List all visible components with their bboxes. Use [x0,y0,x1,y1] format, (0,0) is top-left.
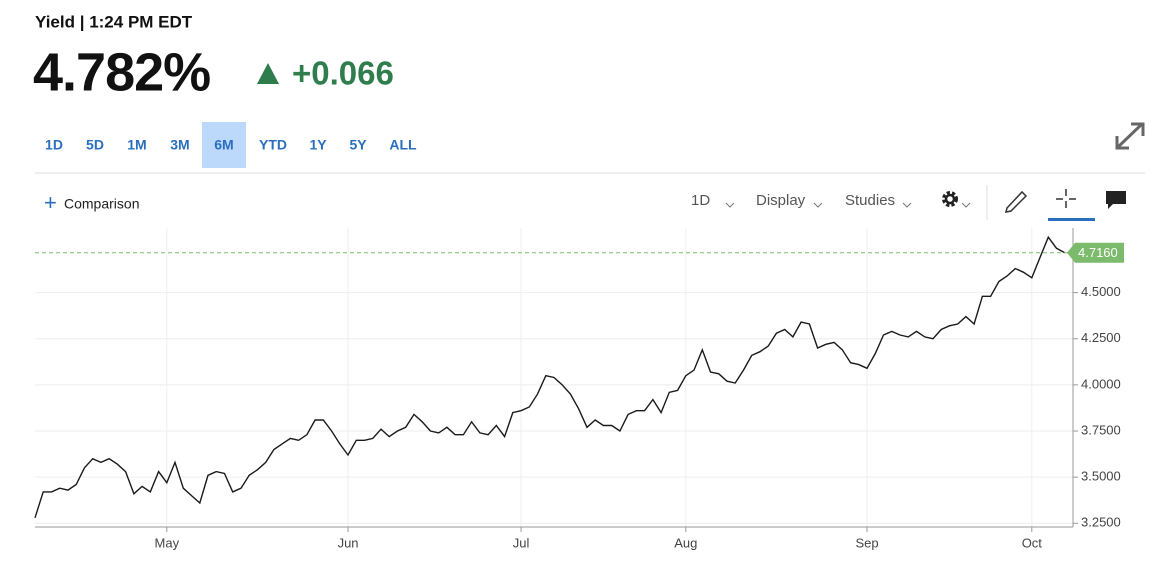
last-price-tag [1067,242,1124,263]
x-tick-label: Sep [855,535,878,550]
range-tab[interactable]: 1M [127,137,146,153]
settings-icon[interactable] [942,191,971,208]
display-button[interactable]: Display [756,192,806,209]
y-tick-label: 3.5000 [1081,469,1121,484]
x-tick-label: Jun [338,535,359,550]
y-tick-label: 4.5000 [1081,284,1121,299]
fullscreen-icon[interactable] [1115,122,1145,150]
y-tick-label: 4.2500 [1081,330,1121,345]
price: 4.782% [33,42,210,102]
chart: 3.2500 3.5000 3.7500 4.0000 4.2500 4.5000 May J… [34,228,1124,550]
up-arrow [257,63,279,84]
range-tab[interactable]: 5D [86,137,104,153]
y-tick-label: 3.7500 [1081,422,1121,437]
range-tab[interactable]: 1D [45,137,63,153]
comparison-button[interactable]: Comparison [64,196,139,212]
price-line [34,235,1066,519]
chevron [902,202,912,208]
chevron [813,202,823,208]
range-tabs: 1D 5D 1M 3M 6M YTD 1Y 5Y ALL [45,122,417,168]
change: +0.066 [292,55,394,92]
y-tick-label: 3.2500 [1081,515,1121,530]
range-tab[interactable]: 1Y [309,137,327,153]
range-tab[interactable]: 5Y [349,137,367,153]
header-title: Yield | 1:24 PM EDT [35,12,193,31]
x-tick-label: Oct [1022,535,1043,550]
x-tick-label: Jul [513,535,530,550]
chevron [725,202,735,208]
draw-icon[interactable] [1004,190,1028,213]
range-tab[interactable]: 6M [214,137,233,153]
selected-tab-bg [202,122,246,168]
x-tick-label: May [155,535,180,550]
x-tick-label: Aug [674,535,697,550]
last-price-label: 4.7160 [1078,245,1118,260]
plus-icon[interactable]: + [44,190,57,215]
range-tab[interactable]: 3M [170,137,189,153]
interval-button[interactable]: 1D [691,192,710,209]
crosshair-icon[interactable] [1056,189,1076,208]
comment-icon[interactable] [1106,191,1126,209]
studies-button[interactable]: Studies [845,192,895,209]
y-tick-label: 4.0000 [1081,376,1121,391]
active-indicator [1048,218,1095,221]
range-tab[interactable]: YTD [259,137,287,153]
range-tab[interactable]: ALL [389,137,417,153]
